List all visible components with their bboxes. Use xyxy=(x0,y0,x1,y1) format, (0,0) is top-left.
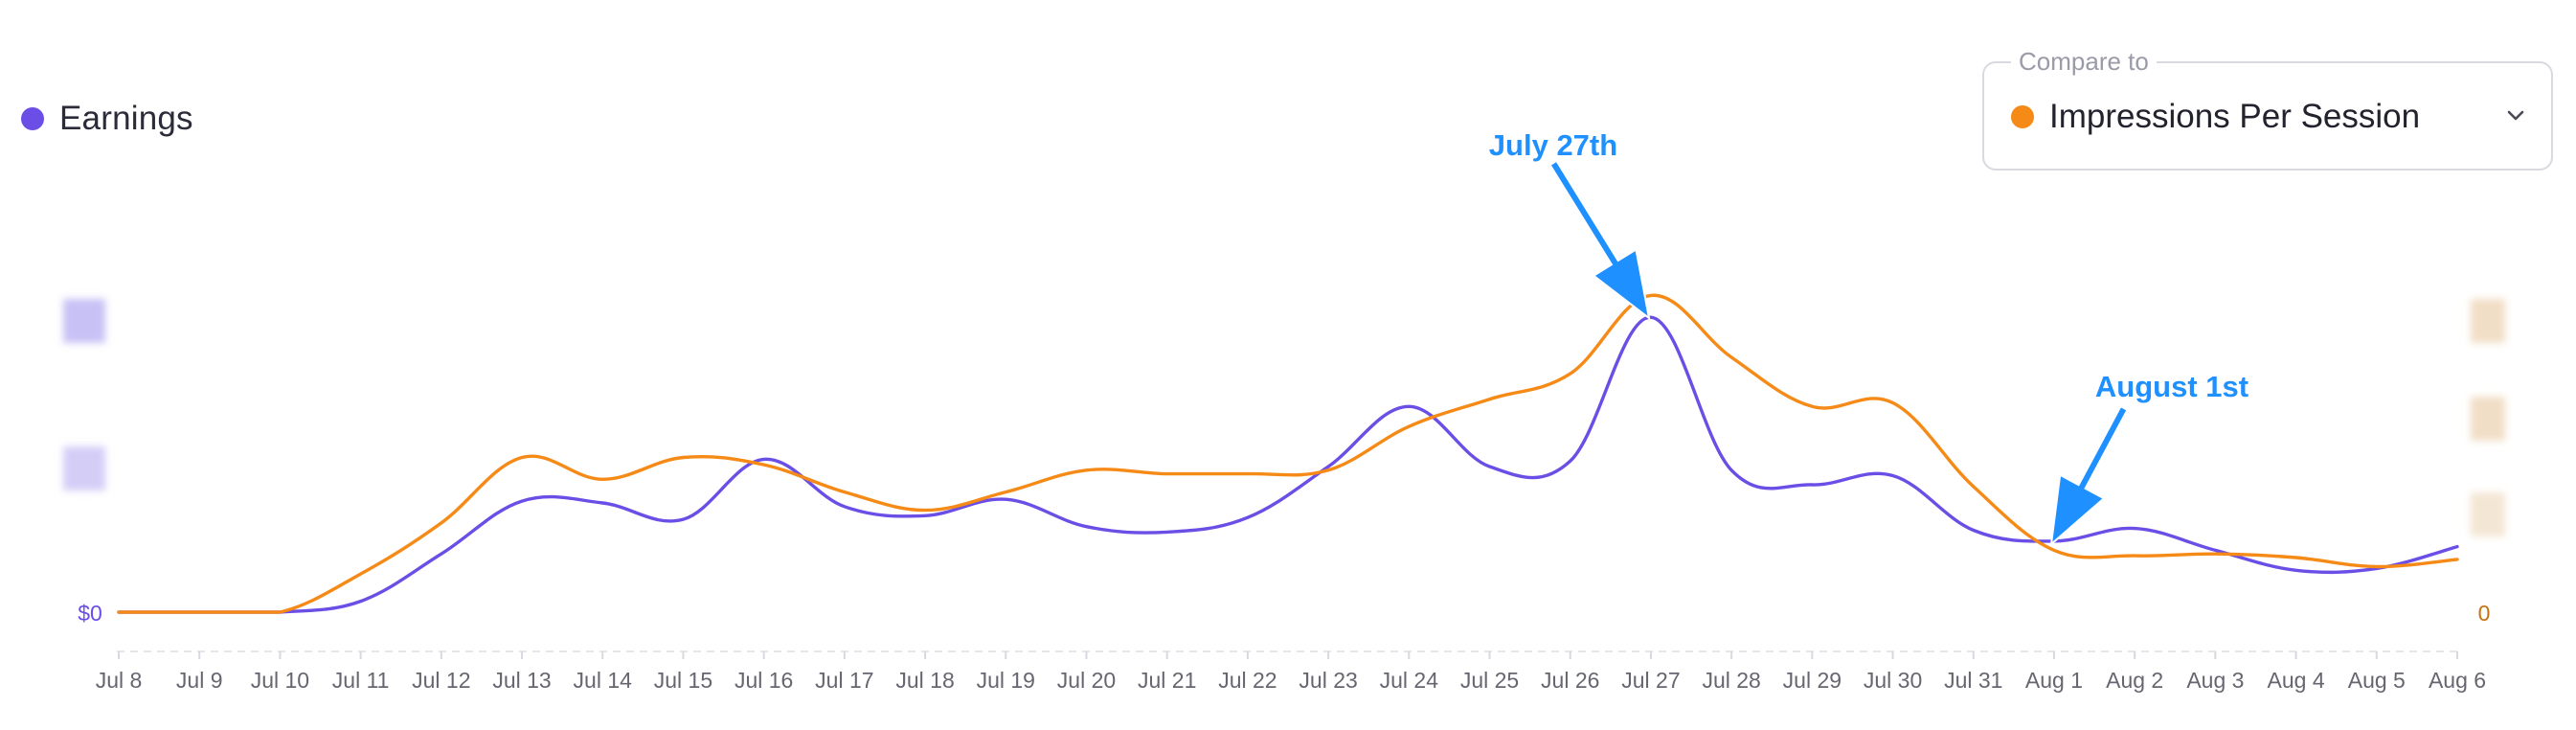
x-tick-label: Jul 24 xyxy=(1380,668,1439,693)
x-tick-label: Jul 9 xyxy=(176,668,223,693)
x-tick-label: Aug 3 xyxy=(2186,668,2244,693)
series-line-earnings xyxy=(117,315,2459,614)
x-tick-label: Jul 19 xyxy=(977,668,1035,693)
y-right-tick-label: 0 xyxy=(2478,601,2491,626)
obscured-left-tick xyxy=(63,446,105,490)
x-tick-label: Jul 26 xyxy=(1541,668,1599,693)
obscured-right-tick xyxy=(2471,492,2505,536)
series-layer xyxy=(117,293,2459,614)
annotation-label: August 1st xyxy=(2095,370,2248,403)
x-tick-label: Jul 11 xyxy=(332,668,390,693)
x-tick-label: Aug 1 xyxy=(2025,668,2083,693)
x-tick-label: Jul 10 xyxy=(251,668,309,693)
x-tick-label: Jul 22 xyxy=(1218,668,1277,693)
series-line-impressions-per-session xyxy=(117,293,2459,614)
obscured-left-tick xyxy=(63,299,105,343)
x-axis: Jul 8 Jul 9 Jul 10 Jul 11 Jul 12 Jul 13 Jul 14… xyxy=(96,651,2486,693)
x-tick-label: Aug 2 xyxy=(2106,668,2163,693)
compare-to-selected-value: Impressions Per Session xyxy=(2049,98,2421,135)
annotation-arrow xyxy=(2049,404,2129,547)
x-tick-label: Aug 6 xyxy=(2429,668,2486,693)
earnings-legend-label: Earnings xyxy=(59,100,193,137)
x-tick-label: Jul 21 xyxy=(1138,668,1196,693)
x-tick-label: Jul 25 xyxy=(1460,668,1519,693)
x-tick-label: Aug 5 xyxy=(2348,668,2406,693)
x-tick-label: Jul 15 xyxy=(654,668,712,693)
obscured-right-tick xyxy=(2471,299,2505,343)
x-tick-label: Jul 8 xyxy=(96,668,143,693)
earnings-legend-dot-icon xyxy=(21,107,44,130)
annotation-label: July 27th xyxy=(1489,128,1617,162)
x-tick-label: Jul 17 xyxy=(815,668,873,693)
x-tick-label: Jul 14 xyxy=(574,668,633,693)
x-tick-label: Jul 20 xyxy=(1057,668,1116,693)
compare-series-dot-icon xyxy=(2011,105,2034,128)
x-tick-label: Aug 4 xyxy=(2268,668,2325,693)
chart-legend: Earnings xyxy=(21,100,193,138)
x-tick-label: Jul 16 xyxy=(734,668,793,693)
annotation-arrow xyxy=(1548,159,1651,321)
obscured-right-tick xyxy=(2471,397,2505,441)
x-tick-label: Jul 31 xyxy=(1944,668,2002,693)
x-tick-label: Jul 23 xyxy=(1299,668,1357,693)
x-tick-label: Jul 12 xyxy=(412,668,470,693)
chevron-down-icon[interactable] xyxy=(2501,102,2530,130)
x-tick-label: Jul 13 xyxy=(492,668,551,693)
x-tick-label: Jul 29 xyxy=(1783,668,1842,693)
y-axis-labels: $0 0 xyxy=(78,601,2490,626)
annotations: July 27th August 1st xyxy=(1487,127,2250,547)
x-tick-label: Jul 28 xyxy=(1702,668,1760,693)
x-tick-label: Jul 30 xyxy=(1864,668,1922,693)
y-left-tick-label: $0 xyxy=(78,601,102,626)
compare-to-caption: Compare to xyxy=(2011,46,2157,77)
x-tick-label: Jul 18 xyxy=(895,668,954,693)
obscured-axis-ticks xyxy=(63,299,2505,536)
compare-to-select[interactable]: Compare to Impressions Per Session xyxy=(1982,46,2553,171)
x-tick-label: Jul 27 xyxy=(1621,668,1680,693)
